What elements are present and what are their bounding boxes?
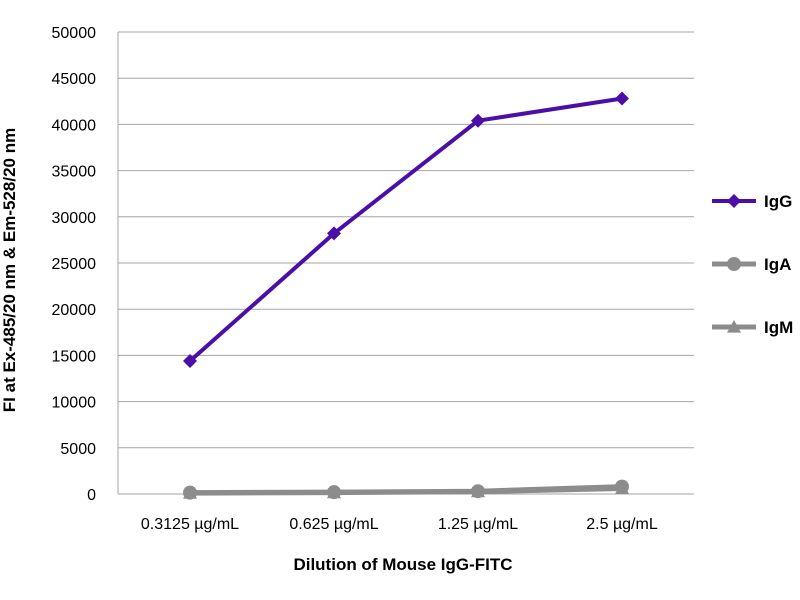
y-tick-label: 20000 <box>52 302 97 319</box>
data-point-igg <box>471 113 485 128</box>
legend-item-igg: IgG <box>712 192 792 211</box>
legend-marker <box>727 194 741 208</box>
legend-item-igm: IgM <box>712 318 793 337</box>
legend-label: IgA <box>764 255 791 274</box>
data-point-igg <box>183 353 197 368</box>
legend-item-iga: IgA <box>712 255 791 274</box>
y-tick-label: 30000 <box>52 210 97 227</box>
y-tick-label: 5000 <box>60 441 96 458</box>
x-axis-title: Dilution of Mouse IgG-FITC <box>293 555 512 574</box>
series-lines <box>183 91 629 500</box>
data-point-iga <box>183 485 197 500</box>
y-tick-label: 0 <box>87 487 96 504</box>
legend-marker <box>727 320 741 333</box>
series-igg <box>183 91 629 368</box>
legend-label: IgG <box>764 192 792 211</box>
x-tick-labels: 0.3125 µg/mL 0.625 µg/mL 1.25 µg/mL 2.5 µg/… <box>141 516 658 533</box>
data-point-iga <box>615 479 629 494</box>
y-tick-labels: 0 5000 10000 15000 20000 25000 30000 35000 40000… <box>52 25 97 504</box>
y-tick-label: 15000 <box>52 348 97 365</box>
y-tick-label: 45000 <box>52 71 97 88</box>
x-tick-label: 0.3125 µg/mL <box>141 516 239 533</box>
y-axis-title: FI at Ex-485/20 nm & Em-528/20 nm <box>0 128 19 412</box>
x-tick-label: 0.625 µg/mL <box>289 516 378 533</box>
y-tick-label: 35000 <box>52 164 97 181</box>
legend: IgG IgA IgM <box>712 192 793 337</box>
series-line-iga <box>189 484 623 496</box>
legend-label: IgM <box>764 318 793 337</box>
data-point-igg <box>615 91 629 106</box>
data-point-igg <box>327 226 341 241</box>
gridlines <box>117 31 694 495</box>
series-line-igg <box>188 96 623 363</box>
data-point-iga <box>327 485 341 500</box>
x-tick-label: 2.5 µg/mL <box>586 516 658 533</box>
y-tick-label: 25000 <box>52 256 97 273</box>
legend-marker <box>727 257 741 271</box>
y-tick-label: 50000 <box>52 25 97 42</box>
y-tick-label: 40000 <box>52 117 97 134</box>
data-point-iga <box>471 484 485 499</box>
x-tick-label: 1.25 µg/mL <box>438 516 518 533</box>
y-tick-label: 10000 <box>52 395 97 412</box>
series-iga <box>183 479 629 500</box>
